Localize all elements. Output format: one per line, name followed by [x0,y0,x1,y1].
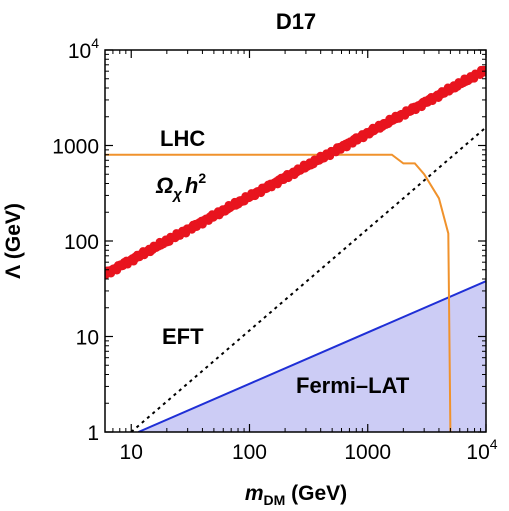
lhc-line [105,153,452,432]
x-axis-label: mDM (GeV) [245,482,347,508]
eft-annotation: EFT [162,324,204,349]
y-axis-label: Λ (GeV) [2,203,25,279]
x-tick-label: 104 [466,436,497,464]
x-axis: 10 100 1000 104 [112,50,498,464]
x-tick-label: 10 [120,441,143,464]
relic-density-annotation: Ωχ h2 [155,170,206,203]
relic-density-point [481,65,486,75]
x-tick-label: 1000 [344,441,391,464]
x-tick-label: 100 [232,441,267,464]
fermi-lat-annotation: Fermi–LAT [296,373,410,398]
y-tick-label: 10 [76,327,99,350]
y-tick-label: 1000 [52,136,99,159]
y-tick-label: 104 [68,35,99,63]
relic-density-band [105,65,486,280]
eft-line [130,126,486,432]
chart-title: D17 [276,9,316,34]
fermi-lat-line [138,280,486,432]
y-tick-label: 100 [64,231,99,254]
y-tick-label: 1 [87,422,99,445]
y-axis: 1 10 100 1000 104 [52,35,486,445]
lhc-annotation: LHC [160,126,205,151]
